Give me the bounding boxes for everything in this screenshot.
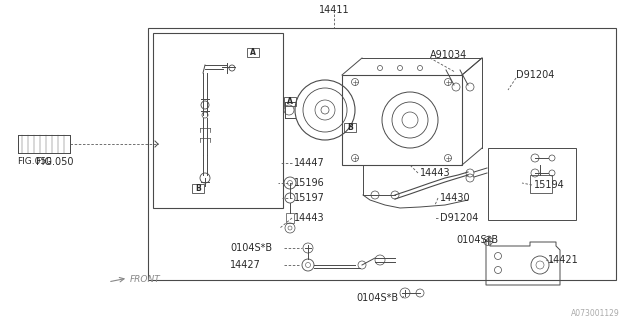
Text: 14411: 14411 xyxy=(319,5,349,15)
Text: A: A xyxy=(287,97,293,106)
Bar xyxy=(286,213,294,223)
Bar xyxy=(18,135,70,153)
Text: 14447: 14447 xyxy=(294,158,324,168)
Text: A: A xyxy=(250,47,256,57)
Text: FIG.050: FIG.050 xyxy=(36,157,74,167)
Text: FRONT: FRONT xyxy=(130,276,161,284)
Bar xyxy=(342,75,462,165)
Bar xyxy=(148,28,616,280)
Text: 0104S*B: 0104S*B xyxy=(456,235,498,245)
Text: 15197: 15197 xyxy=(294,193,325,203)
Text: 14430: 14430 xyxy=(440,193,470,203)
Bar xyxy=(344,123,356,132)
Text: 15194: 15194 xyxy=(534,180,564,190)
Bar xyxy=(488,148,576,220)
Text: B: B xyxy=(347,123,353,132)
Text: 14421: 14421 xyxy=(548,255,579,265)
Text: B: B xyxy=(195,183,201,193)
Text: FIG.050: FIG.050 xyxy=(17,157,52,166)
Text: D91204: D91204 xyxy=(516,70,554,80)
Text: 14427: 14427 xyxy=(230,260,261,270)
Text: D91204: D91204 xyxy=(440,213,478,223)
Bar xyxy=(284,97,296,106)
Text: A91034: A91034 xyxy=(430,50,467,60)
Text: 0104S*B: 0104S*B xyxy=(230,243,272,253)
Bar xyxy=(153,33,283,208)
Text: 0104S*B: 0104S*B xyxy=(356,293,398,303)
Text: 14443: 14443 xyxy=(420,168,451,178)
Bar xyxy=(530,175,552,193)
Bar xyxy=(192,183,204,193)
Text: A073001129: A073001129 xyxy=(572,308,620,317)
Text: 14443: 14443 xyxy=(294,213,324,223)
Bar xyxy=(247,47,259,57)
Text: 15196: 15196 xyxy=(294,178,324,188)
